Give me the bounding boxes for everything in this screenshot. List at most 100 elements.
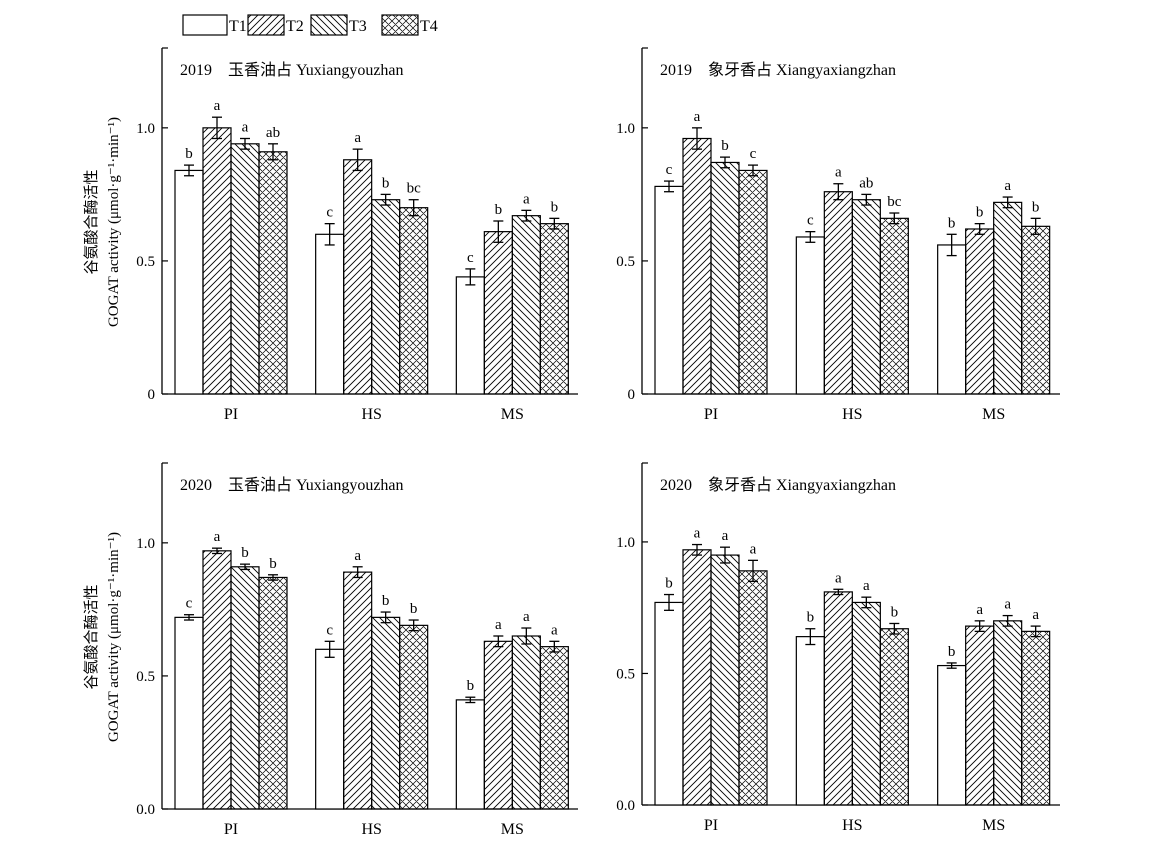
x-tick-label: PI — [224, 821, 238, 838]
y-tick-label: 0 — [148, 387, 156, 403]
significance-letter: b — [269, 556, 277, 572]
y-tick-label: 0.5 — [136, 669, 155, 685]
x-tick-label: PI — [704, 406, 718, 423]
significance-letter: ab — [859, 175, 873, 191]
legend-swatch-t2 — [247, 14, 285, 36]
bar-t3 — [710, 554, 740, 806]
significance-letter: c — [807, 213, 814, 229]
ylabel-top-en: GOGAT activity (μmol·g⁻¹·min⁻¹) — [106, 117, 122, 327]
significance-letter: a — [214, 529, 221, 545]
y-tick-label: 0 — [628, 387, 636, 403]
bar-t4 — [738, 169, 768, 395]
bar-t4 — [258, 151, 288, 395]
y-tick-label: 1.0 — [136, 121, 155, 137]
significance-letter: b — [665, 576, 673, 592]
bar-t1 — [455, 276, 485, 395]
bar-t3 — [371, 199, 401, 395]
bar-t4 — [1021, 225, 1051, 395]
significance-letter: b — [241, 545, 249, 561]
x-tick-label: MS — [982, 406, 1005, 423]
significance-letter: a — [495, 617, 502, 633]
significance-letter: a — [1004, 178, 1011, 194]
legend-item-t4: T4 — [381, 14, 438, 36]
x-tick-label: HS — [361, 821, 381, 838]
bar-t3 — [851, 601, 881, 806]
significance-letter: a — [523, 191, 530, 207]
chart-panel-4: 0.0 0.5 1.0 2020 象牙香占 Xiangyaxiangzhan PI b a a… — [616, 462, 1060, 834]
bar-t1 — [315, 233, 345, 395]
bar-t4 — [258, 576, 288, 810]
significance-letter: a — [694, 526, 701, 542]
significance-letter: a — [354, 548, 361, 564]
x-tick-label: HS — [842, 817, 862, 834]
significance-letter: bc — [407, 181, 422, 197]
chart-panel-3: 0.0 0.5 1.0 2020 玉香油占 Yuxiangyouzhan PI c a b b H… — [136, 462, 578, 838]
significance-letter: c — [186, 596, 193, 612]
x-tick-label: MS — [501, 406, 524, 423]
significance-letter: a — [863, 578, 870, 594]
bar-t1 — [654, 185, 684, 395]
significance-letter: b — [948, 644, 956, 660]
y-tick-label: 1.0 — [616, 121, 635, 137]
bar-t3 — [230, 566, 260, 810]
bar-t1 — [795, 236, 825, 395]
legend-item-t1: T1 — [182, 14, 247, 36]
bar-t2 — [202, 127, 232, 395]
significance-letter: b — [495, 202, 503, 218]
significance-letter: b — [891, 604, 899, 620]
bar-t3 — [993, 201, 1023, 395]
x-tick-label: HS — [361, 406, 381, 423]
y-tick-label: 1.0 — [616, 535, 635, 551]
bar-t1 — [174, 616, 204, 810]
bar-t1 — [174, 169, 204, 395]
significance-letter: a — [835, 165, 842, 181]
y-tick-label: 0.0 — [136, 802, 155, 818]
bar-t4 — [399, 207, 429, 395]
panel-title: 2019 象牙香占 Xiangyaxiangzhan — [660, 61, 896, 79]
bar-t4 — [539, 223, 569, 395]
bar-t4 — [879, 217, 909, 395]
x-tick-label: MS — [982, 817, 1005, 834]
ylabel-top-cn: 谷氨酸合酶活性 — [83, 169, 100, 274]
bar-t3 — [993, 620, 1023, 806]
significance-letter: b — [185, 146, 193, 162]
x-tick-label: PI — [704, 817, 718, 834]
y-tick-label: 0.5 — [136, 254, 155, 270]
bar-t1 — [455, 699, 485, 810]
significance-letter: ab — [266, 125, 280, 141]
bar-t1 — [315, 648, 345, 810]
significance-letter: b — [948, 215, 956, 231]
significance-letter: a — [551, 622, 558, 638]
legend-label-t3: T3 — [349, 18, 367, 35]
bar-t3 — [230, 143, 260, 395]
ylabel-top: 谷氨酸合酶活性 GOGAT activity (μmol·g⁻¹·min⁻¹) — [83, 117, 122, 327]
ylabel-bottom: 谷氨酸合酶活性 GOGAT activity (μmol·g⁻¹·min⁻¹) — [83, 532, 122, 742]
bar-t1 — [937, 664, 967, 806]
significance-letter: c — [326, 205, 333, 221]
legend-swatch-t1 — [182, 14, 228, 36]
significance-letter: b — [721, 138, 729, 154]
significance-letter: b — [976, 205, 984, 221]
y-tick-label: 0.5 — [616, 666, 635, 682]
x-tick-label: HS — [842, 406, 862, 423]
significance-letter: a — [1004, 597, 1011, 613]
bar-t4 — [738, 570, 768, 806]
significance-letter: b — [382, 593, 390, 609]
legend-item-t2: T2 — [247, 14, 304, 36]
bar-t3 — [851, 199, 881, 395]
y-tick-label: 1.0 — [136, 536, 155, 552]
panel-title: 2020 玉香油占 Yuxiangyouzhan — [180, 476, 404, 494]
bar-t3 — [511, 215, 541, 395]
significance-letter: a — [523, 609, 530, 625]
bar-t3 — [511, 635, 541, 810]
bar-t3 — [371, 616, 401, 810]
significance-letter: a — [214, 98, 221, 114]
legend-label-t2: T2 — [286, 18, 304, 35]
ylabel-bottom-cn: 谷氨酸合酶活性 — [83, 584, 100, 689]
significance-letter: b — [467, 678, 475, 694]
x-tick-label: PI — [224, 406, 238, 423]
